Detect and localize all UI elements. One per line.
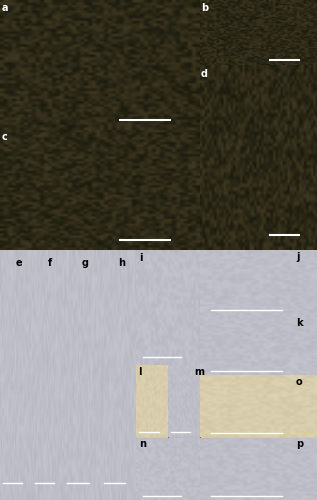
Text: g: g (82, 258, 89, 268)
Text: i: i (139, 254, 143, 264)
Text: d: d (201, 68, 208, 78)
Text: m: m (194, 367, 204, 377)
Text: b: b (201, 3, 208, 13)
Bar (100, 250, 136, 500)
Text: c: c (2, 132, 8, 142)
Text: h: h (118, 258, 125, 268)
Bar (200, 250, 317, 315)
Bar (32, 250, 63, 500)
Bar (200, 65, 317, 250)
Text: j: j (296, 252, 299, 262)
Text: o: o (296, 377, 302, 387)
Text: d: d (201, 68, 208, 78)
Text: a: a (2, 2, 9, 12)
Text: o: o (296, 377, 302, 387)
Text: e: e (16, 258, 23, 268)
Text: g: g (82, 258, 89, 268)
Bar (200, 0, 317, 65)
Text: l: l (138, 367, 141, 377)
Text: n: n (139, 440, 146, 450)
Text: e: e (16, 258, 23, 268)
Bar (168, 365, 200, 438)
Text: p: p (296, 440, 303, 450)
Bar (0, 250, 32, 500)
Text: f: f (48, 258, 52, 268)
Bar (200, 315, 317, 375)
Text: p: p (296, 440, 303, 450)
Text: a: a (2, 2, 9, 12)
Text: b: b (201, 3, 208, 13)
Bar (63, 250, 100, 500)
Text: j: j (296, 252, 299, 262)
Bar (136, 365, 168, 438)
Text: m: m (194, 367, 204, 377)
Bar (136, 438, 200, 500)
Bar (0, 130, 200, 250)
Bar (200, 375, 317, 438)
Text: k: k (296, 318, 302, 328)
Text: h: h (118, 258, 125, 268)
Text: l: l (138, 367, 141, 377)
Bar (136, 250, 200, 365)
Bar (200, 438, 317, 500)
Text: i: i (139, 254, 143, 264)
Text: f: f (48, 258, 52, 268)
Text: c: c (2, 132, 8, 142)
Text: n: n (139, 440, 146, 450)
Bar (0, 0, 200, 130)
Text: k: k (296, 318, 302, 328)
